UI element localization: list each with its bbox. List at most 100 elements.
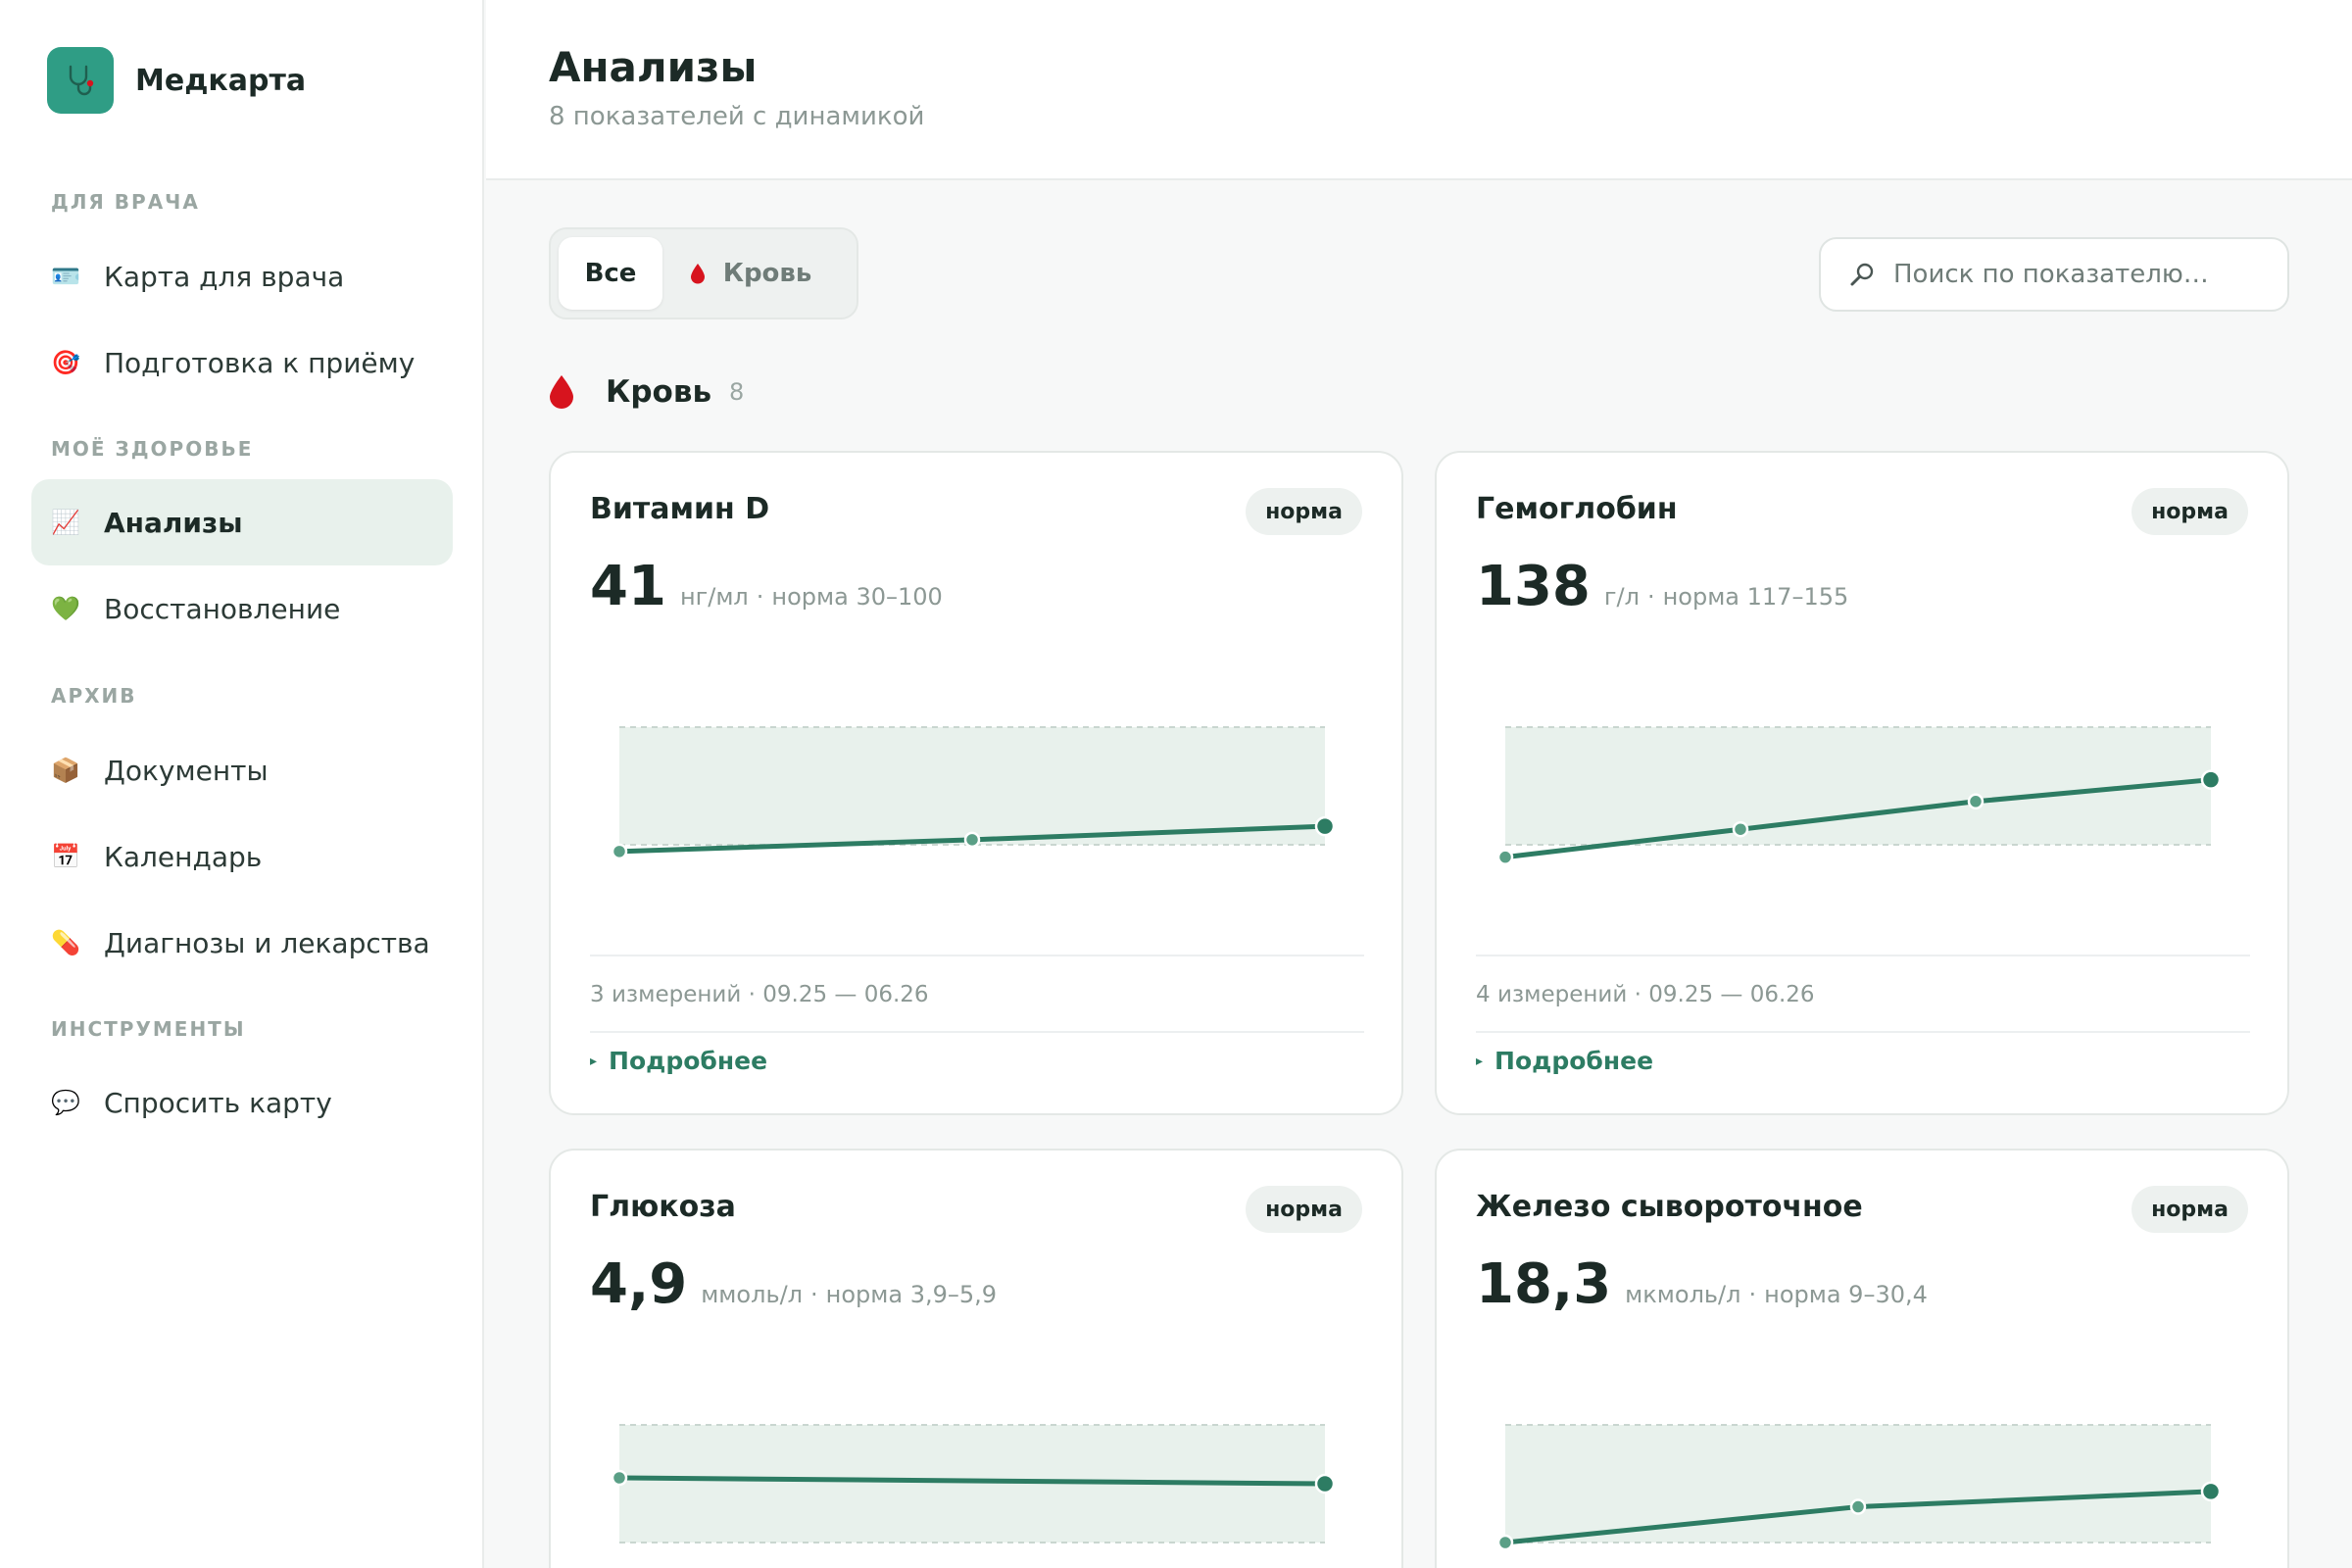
data-point [2200, 1481, 2222, 1502]
search-input[interactable] [1893, 260, 2266, 289]
filter-blood-label: Кровь [722, 259, 812, 288]
divider [590, 1031, 1364, 1033]
analysis-value-row: 18,3 мкмоль/л · норма 9–30,4 [1476, 1252, 1928, 1316]
data-point [1496, 849, 1514, 865]
separator-dot: · [810, 1281, 818, 1308]
sidebar-item-recovery[interactable]: 💚 Восстановление [31, 565, 453, 652]
section-label-health: МОЁ ЗДОРОВЬЕ [51, 437, 254, 461]
status-badge: норма [1246, 488, 1362, 535]
sidebar-item-appointment-prep[interactable]: 🎯 Подготовка к приёму [31, 319, 453, 406]
sidebar-item-diagnoses[interactable]: 💊 Диагнозы и лекарства [31, 900, 453, 986]
separator-dot: · [1748, 1281, 1757, 1308]
data-point [963, 831, 981, 849]
analysis-card[interactable]: Железо сывороточное норма 18,3 мкмоль/л … [1435, 1149, 2289, 1568]
group-header-blood: Кровь 8 [549, 374, 744, 410]
box-icon: 📦 [51, 757, 80, 784]
blood-drop-icon [690, 264, 705, 284]
analysis-value-row: 138 г/л · норма 117–155 [1476, 555, 1848, 618]
sidebar-item-label: Подготовка к приёму [104, 346, 416, 379]
sidebar-item-label: Календарь [104, 840, 263, 873]
calendar-icon: 📅 [51, 843, 80, 870]
sidebar-item-doctor-card[interactable]: 🪪 Карта для врача [31, 233, 453, 319]
sidebar-item-label: Восстановление [104, 592, 341, 625]
status-badge: норма [2132, 488, 2248, 535]
sidebar-item-label: Карта для врача [104, 260, 345, 293]
data-point [611, 1469, 628, 1487]
search-icon [1850, 263, 1874, 286]
analysis-unit: г/л [1603, 583, 1640, 611]
section-label-doctor: ДЛЯ ВРАЧА [51, 190, 200, 214]
data-point [1314, 1473, 1336, 1494]
details-link-label: Подробнее [609, 1047, 768, 1075]
stethoscope-logo-icon [47, 47, 114, 114]
analysis-value-row: 4,9 ммоль/л · норма 3,9–5,9 [590, 1252, 997, 1316]
norm-range-band [1505, 1425, 2211, 1543]
sidebar: Медкарта ДЛЯ ВРАЧА 🪪 Карта для врача 🎯 П… [0, 0, 484, 1568]
analysis-unit: ммоль/л [701, 1281, 804, 1308]
analysis-value: 18,3 [1476, 1252, 1612, 1316]
category-filter: Все Кровь [549, 227, 858, 319]
data-point [1732, 820, 1749, 838]
trend-chart [1496, 726, 2222, 865]
measurements-meta: 3 измерений · 09.25 — 06.26 [590, 982, 929, 1007]
id-card-icon: 🪪 [51, 263, 80, 290]
analysis-value: 4,9 [590, 1252, 688, 1316]
analysis-name: Железо сывороточное [1476, 1190, 1863, 1224]
sidebar-item-label: Диагнозы и лекарства [104, 926, 430, 959]
trend-chart [611, 726, 1336, 860]
chart-increasing-icon: 📈 [51, 509, 80, 536]
green-heart-icon: 💚 [51, 595, 80, 622]
group-count: 8 [729, 378, 745, 406]
norm-range-band [1505, 727, 2211, 845]
analysis-value: 138 [1476, 555, 1591, 618]
sidebar-item-label: Анализы [104, 506, 243, 539]
data-point [1967, 793, 1984, 810]
brand[interactable]: Медкарта [47, 47, 306, 114]
section-label-tools: ИНСТРУМЕНТЫ [51, 1017, 246, 1041]
measurements-meta: 4 измерений · 09.25 — 06.26 [1476, 982, 1815, 1007]
target-icon: 🎯 [51, 349, 80, 376]
trend-line [616, 1475, 1328, 1487]
filter-blood-button[interactable]: Кровь [662, 237, 839, 310]
divider [1476, 1031, 2250, 1033]
page-title: Анализы [549, 43, 758, 91]
analysis-norm: норма 30–100 [771, 583, 943, 611]
analysis-card[interactable]: Глюкоза норма 4,9 ммоль/л · норма 3,9–5,… [549, 1149, 1403, 1568]
analysis-unit: нг/мл [679, 583, 749, 611]
sidebar-item-documents[interactable]: 📦 Документы [31, 727, 453, 813]
filter-all-button[interactable]: Все [559, 237, 662, 310]
status-badge: норма [2132, 1186, 2248, 1233]
speech-bubble-icon: 💬 [51, 1089, 80, 1116]
sidebar-item-ask-card[interactable]: 💬 Спросить карту [31, 1059, 453, 1146]
analysis-card[interactable]: Гемоглобин норма 138 г/л · норма 117–155… [1435, 451, 2289, 1115]
details-link[interactable]: ▸ Подробнее [590, 1047, 767, 1075]
details-link-label: Подробнее [1494, 1047, 1654, 1075]
divider [590, 955, 1364, 956]
analysis-norm: норма 9–30,4 [1764, 1281, 1928, 1308]
analysis-value-row: 41 нг/мл · норма 30–100 [590, 555, 943, 618]
sidebar-item-calendar[interactable]: 📅 Календарь [31, 813, 453, 900]
search-box[interactable] [1819, 237, 2289, 312]
section-label-archive: АРХИВ [51, 684, 137, 708]
sidebar-item-label: Спросить карту [104, 1086, 332, 1119]
analysis-unit: мкмоль/л [1625, 1281, 1741, 1308]
blood-drop-icon [550, 375, 573, 409]
analysis-name: Глюкоза [590, 1190, 736, 1224]
data-point [1496, 1534, 1514, 1551]
sidebar-item-label: Документы [104, 754, 269, 787]
disclosure-triangle-icon: ▸ [1476, 1053, 1484, 1069]
sidebar-item-analyses[interactable]: 📈 Анализы [31, 479, 453, 565]
details-link[interactable]: ▸ Подробнее [1476, 1047, 1653, 1075]
analysis-card[interactable]: Витамин D норма 41 нг/мл · норма 30–100 … [549, 451, 1403, 1115]
analysis-name: Витамин D [590, 492, 770, 526]
divider [1476, 955, 2250, 956]
norm-range-band [619, 727, 1325, 845]
trend-line [1502, 777, 2214, 860]
disclosure-triangle-icon: ▸ [590, 1053, 598, 1069]
data-point [1314, 815, 1336, 837]
pill-icon: 💊 [51, 929, 80, 956]
page-subtitle: 8 показателей с динамикой [549, 102, 925, 131]
data-point [611, 843, 628, 860]
analysis-norm: норма 3,9–5,9 [825, 1281, 998, 1308]
trend-chart [611, 1424, 1336, 1544]
